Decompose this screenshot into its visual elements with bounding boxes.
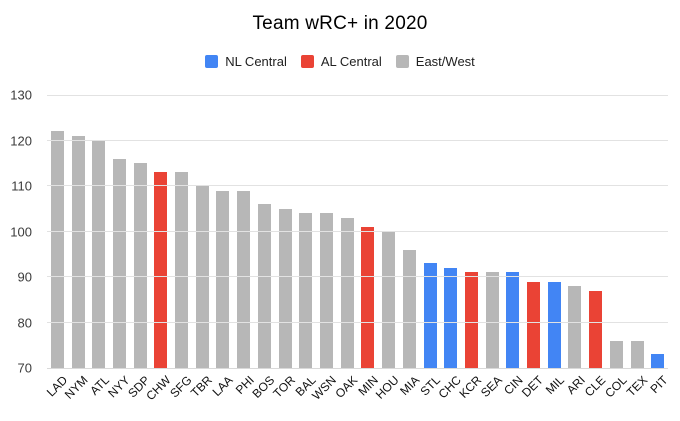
chart-legend: NL Central AL Central East/West <box>0 54 680 69</box>
x-axis-tick-label: CLE <box>582 373 609 400</box>
bar-MIA <box>402 249 416 368</box>
bar-slot <box>585 95 606 368</box>
y-axis-tick-label: 90 <box>17 269 32 285</box>
bar-slot <box>88 95 109 368</box>
bar-WSN <box>319 213 333 368</box>
bar-slot <box>627 95 648 368</box>
bar-ATL <box>92 140 106 368</box>
bar-slot <box>47 95 68 368</box>
bar-BOS <box>257 204 271 368</box>
gridline <box>47 367 668 369</box>
bar-ARI <box>568 286 582 368</box>
bar-slot <box>378 95 399 368</box>
bar-MIN <box>361 226 375 368</box>
bar-slot <box>275 95 296 368</box>
bar-slot <box>502 95 523 368</box>
chart-title: Team wRC+ in 2020 <box>252 13 428 34</box>
legend-swatch-icon <box>395 55 409 68</box>
bar-NYY <box>112 158 126 368</box>
x-axis-tick-label: MIL <box>542 373 568 398</box>
x-axis-labels: LAD NYM ATL NYY SDP CHW SFG TBR LAA PHI BOS TOR BAL W… <box>44 368 671 421</box>
gridline <box>47 94 668 96</box>
bar-slot <box>606 95 627 368</box>
bar-STL <box>423 263 437 368</box>
bar-slot <box>461 95 482 368</box>
bar-OAK <box>340 217 354 368</box>
bar-CHW <box>154 172 168 368</box>
bar-CHC <box>444 267 458 368</box>
bar-HOU <box>382 231 396 368</box>
x-axis-tick-label: PIT <box>647 373 671 397</box>
legend-label: AL Central <box>320 54 382 69</box>
legend-item: NL Central <box>205 54 287 69</box>
bar-LAA <box>216 190 230 368</box>
y-axis-tick-label: 130 <box>10 87 32 103</box>
legend-item: East/West <box>395 54 475 69</box>
legend-label: East/West <box>415 54 475 69</box>
bar-CIN <box>506 272 520 368</box>
bar-TOR <box>278 208 292 368</box>
legend-swatch-icon <box>205 55 219 68</box>
bar-TEX <box>630 340 644 368</box>
x-axis-tick-label: LAA <box>209 373 236 399</box>
bar-NYM <box>71 135 85 368</box>
bar-KCR <box>464 272 478 368</box>
bar-slot <box>130 95 151 368</box>
bar-slot <box>358 95 379 368</box>
y-axis-tick-label: 120 <box>10 133 32 148</box>
bar-slot <box>420 95 441 368</box>
bar-slot <box>565 95 586 368</box>
bar-PHI <box>237 190 251 368</box>
bar-slot <box>482 95 503 368</box>
bar-SDP <box>133 163 147 368</box>
x-axis-tick-label: TEX <box>623 373 650 400</box>
bar-slot <box>213 95 234 368</box>
bar-slot <box>337 95 358 368</box>
plot-area: 70 80 90 100 110 120 130 <box>10 88 668 376</box>
bar-slot <box>544 95 565 368</box>
bar-slot <box>68 95 89 368</box>
y-axis-tick-label: 110 <box>11 178 32 194</box>
x-axis-tick-label: MIA <box>397 373 423 398</box>
bar-slot <box>233 95 254 368</box>
bar-LAD <box>50 131 64 368</box>
bar-slot <box>647 95 668 368</box>
gridline <box>47 322 668 323</box>
bar-slot <box>295 95 316 368</box>
x-axis-tick-label: ARI <box>563 373 588 398</box>
gridline <box>47 231 668 232</box>
bar-slot <box>254 95 275 368</box>
gridline <box>47 276 668 278</box>
bar-slot <box>171 95 192 368</box>
bar-DET <box>527 281 541 368</box>
legend-label: NL Central <box>225 54 287 69</box>
bar-MIL <box>547 281 561 368</box>
bar-SFG <box>175 172 189 368</box>
gridline <box>47 139 668 141</box>
bar-slot <box>523 95 544 368</box>
legend-swatch-icon <box>300 55 314 68</box>
bar-slot <box>151 95 172 368</box>
bar-slot <box>440 95 461 368</box>
y-axis-tick-label: 80 <box>17 315 32 330</box>
bar-slot <box>109 95 130 368</box>
bar-COL <box>609 340 623 368</box>
bar-BAL <box>299 213 313 368</box>
gridline <box>47 185 668 187</box>
bar-CLE <box>589 290 603 368</box>
bar-slot <box>316 95 337 368</box>
y-axis-tick-label: 100 <box>10 224 32 239</box>
bar-PIT <box>651 354 665 368</box>
bar-slot <box>399 95 420 368</box>
y-axis-tick-label: 70 <box>17 360 32 376</box>
legend-item: AL Central <box>300 54 382 69</box>
bar-SEA <box>485 272 499 368</box>
